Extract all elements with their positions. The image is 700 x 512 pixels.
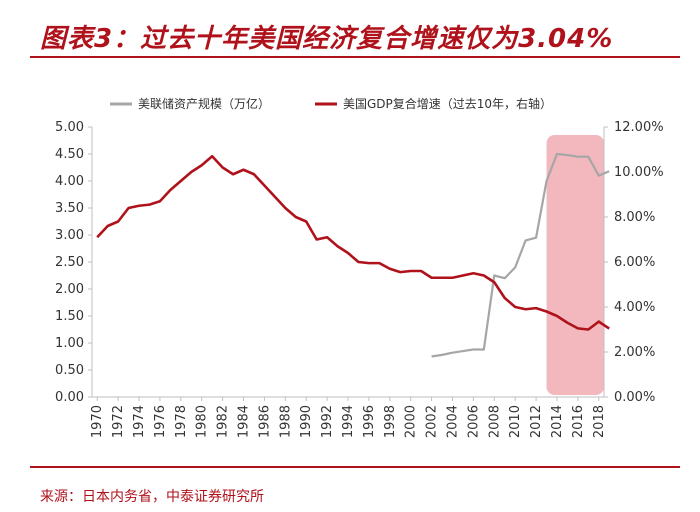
left-tick-label: 3.00 xyxy=(55,228,84,243)
right-axis-ticks: 0.00% 2.00% 4.00% 6.00% 8.00% 10.00% 12.00% xyxy=(604,120,664,405)
left-tick-label: 0.00 xyxy=(55,390,84,405)
left-tick-label: 1.50 xyxy=(55,309,84,324)
left-tick-label: 4.50 xyxy=(55,147,84,162)
right-tick-label: 0.00% xyxy=(614,390,655,405)
x-tick-label: 1990 xyxy=(299,405,314,438)
x-tick-label: 2012 xyxy=(529,405,544,438)
right-tick-label: 12.00% xyxy=(614,120,664,135)
x-tick-label: 1992 xyxy=(320,405,335,438)
left-tick-label: 2.50 xyxy=(55,255,84,270)
left-tick-label: 1.00 xyxy=(55,336,84,351)
x-tick-label: 1982 xyxy=(216,405,231,438)
right-tick-label: 6.00% xyxy=(614,255,655,270)
x-tick-label: 1996 xyxy=(362,405,377,438)
left-axis-ticks: 0.00 0.50 1.00 1.50 2.00 2.50 3.00 3.50 4.00 4.50… xyxy=(55,120,92,405)
right-tick-label: 8.00% xyxy=(614,210,655,225)
right-tick-label: 4.00% xyxy=(614,300,655,315)
footer-rule xyxy=(30,466,680,468)
left-tick-label: 2.00 xyxy=(55,282,84,297)
x-tick-label: 1970 xyxy=(90,405,105,438)
right-tick-label: 10.00% xyxy=(614,165,664,180)
x-tick-label: 2002 xyxy=(425,405,440,438)
fed-assets-line xyxy=(431,152,610,358)
legend-label: 美国GDP复合增速（过去10年，右轴） xyxy=(343,96,552,111)
source-note: 来源：日本内务省，中泰证券研究所 xyxy=(40,489,264,505)
left-tick-label: 3.50 xyxy=(55,201,84,216)
legend-label: 美联储资产规模（万亿） xyxy=(138,96,270,111)
x-tick-label: 2004 xyxy=(445,405,460,438)
left-tick-label: 4.00 xyxy=(55,174,84,189)
x-tick-label: 1994 xyxy=(341,405,356,438)
x-tick-label: 1978 xyxy=(174,405,189,438)
x-tick-label: 2018 xyxy=(592,405,607,438)
x-tick-label: 2016 xyxy=(571,405,586,438)
x-tick-label: 2014 xyxy=(550,405,565,438)
x-tick-label: 1980 xyxy=(195,405,210,438)
x-tick-label: 2010 xyxy=(508,405,523,438)
series-layer xyxy=(96,152,610,358)
x-tick-label: 1972 xyxy=(111,405,126,438)
left-tick-label: 5.00 xyxy=(55,120,84,135)
title-rule xyxy=(30,56,680,58)
x-tick-label: 1974 xyxy=(132,405,147,438)
x-tick-label: 1976 xyxy=(153,405,168,438)
x-tick-label: 1988 xyxy=(278,405,293,438)
page-title: 图表3：过去十年美国经济复合增速仅为3.04% xyxy=(40,24,614,54)
left-tick-label: 0.50 xyxy=(55,363,84,378)
x-axis-ticks: 1970 1972 1974 1976 1978 1980 1982 1984 1986 1988… xyxy=(90,397,607,438)
x-tick-label: 1998 xyxy=(383,405,398,438)
gdp-growth-line xyxy=(96,154,610,331)
x-tick-label: 1986 xyxy=(257,405,272,438)
legend: 美联储资产规模（万亿） 美国GDP复合增速（过去10年，右轴） xyxy=(110,96,552,111)
x-tick-label: 2006 xyxy=(466,405,481,438)
x-tick-label: 1984 xyxy=(237,405,252,438)
x-tick-label: 2000 xyxy=(404,405,419,438)
highlight-band xyxy=(546,135,604,395)
right-tick-label: 2.00% xyxy=(614,345,655,360)
x-tick-label: 2008 xyxy=(487,405,502,438)
